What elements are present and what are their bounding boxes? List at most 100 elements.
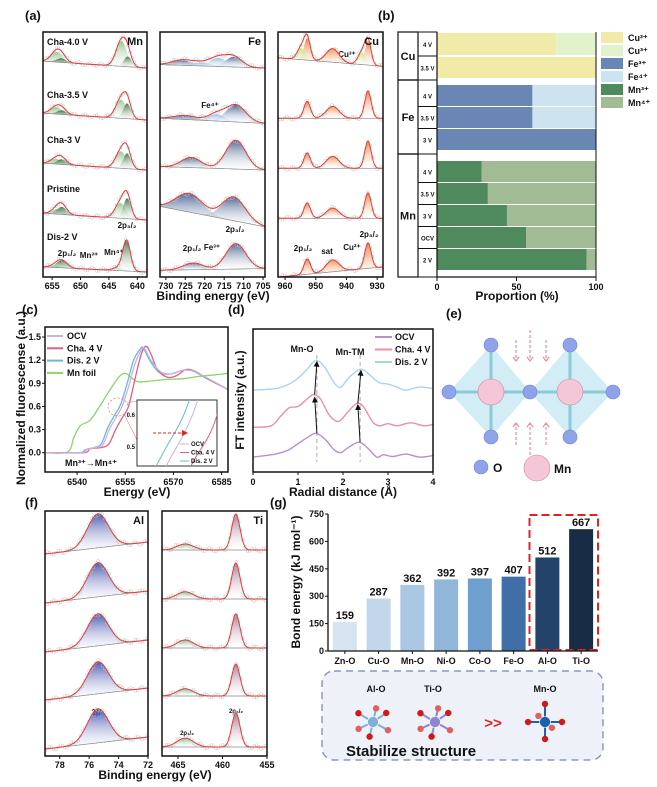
bar xyxy=(535,557,560,651)
fitted-peak xyxy=(162,664,267,696)
legend-item: OCV xyxy=(375,332,415,342)
x-tick-label: Ni-O xyxy=(437,656,456,666)
x-tick-label: 2 xyxy=(340,477,345,487)
data-point xyxy=(243,251,248,255)
xps-spectrum xyxy=(43,237,147,275)
data-point xyxy=(305,151,309,155)
oxygen-atom xyxy=(372,705,380,712)
bond-energy-bar-chart: 159 Zn-O 287 Cu-O 362 Mn-O 392 Ni-O 397 Co-O 407 Fe… xyxy=(309,509,599,666)
data-point xyxy=(185,57,189,61)
y-tick-label: 150 xyxy=(309,619,324,629)
x-tick-label: 650 xyxy=(73,281,88,291)
oxygen-atom xyxy=(535,712,542,720)
oxygen-atom xyxy=(355,725,362,733)
ti-o6-molecule xyxy=(417,705,454,740)
greater-than-symbol: >> xyxy=(484,715,502,732)
series-line-mn-foil xyxy=(45,372,228,454)
group-fe: Fe 4 V 3.5 V 3 V xyxy=(397,79,596,155)
legend-item: Cu³⁺ xyxy=(601,45,648,56)
fitted-peak xyxy=(160,243,265,271)
data-point xyxy=(221,200,225,205)
bar-segment-mn3plus xyxy=(437,227,527,248)
xps-spectrum xyxy=(162,513,267,554)
data-point xyxy=(252,546,256,550)
xps-spectrum xyxy=(278,139,383,172)
oxygen-atom xyxy=(446,726,454,734)
x-tick-label: Mn-O xyxy=(401,656,424,666)
data-point xyxy=(48,159,52,163)
data-point xyxy=(312,269,316,273)
legend-swatch xyxy=(601,71,623,82)
al-xps-panel: 78 76 74 72 Al xyxy=(44,510,153,770)
fitted-peak xyxy=(162,544,267,550)
envelope-fit xyxy=(162,663,267,697)
x-tick-label: 3 xyxy=(385,477,390,487)
envelope-fit xyxy=(278,242,383,277)
bar-fe-o: 407 Fe-O xyxy=(501,565,526,666)
oxygen-atom xyxy=(366,733,373,740)
x-tick-label: 1 xyxy=(295,477,300,487)
d-y-axis-label: FT intensity (a.u.) xyxy=(233,350,247,449)
legend-label: OCV xyxy=(67,331,87,341)
y-tick-label: 0.9 xyxy=(28,378,41,388)
y-tick-label: 0 xyxy=(319,646,324,656)
bar-row: 3.5 V xyxy=(417,55,596,81)
xps-spectrum xyxy=(45,559,148,607)
xanes-chart: 6540 6555 6570 6585 0.0 0.3 0.6 0.9 1.2 1.5 OCV Cha… xyxy=(28,326,232,487)
data-point xyxy=(205,646,209,651)
data-point xyxy=(54,259,59,263)
bar xyxy=(434,579,459,651)
sample-label: Dis-2 V xyxy=(47,232,78,242)
data-point xyxy=(261,597,265,602)
data-point xyxy=(243,206,248,210)
xps-spectrum xyxy=(160,242,265,274)
data-point xyxy=(245,744,250,748)
baseline xyxy=(160,206,265,228)
row-label: 4 V xyxy=(423,43,432,49)
data-point xyxy=(321,54,325,59)
fitted-peak xyxy=(160,114,265,124)
zoom-connector xyxy=(123,413,138,441)
data-point xyxy=(43,266,45,271)
envelope-fit xyxy=(160,192,265,227)
fitted-peak xyxy=(162,563,267,599)
sample-label: Cha-3.5 V xyxy=(47,90,88,100)
legend-swatch xyxy=(601,84,623,95)
data-point xyxy=(43,209,45,214)
envelope-fit xyxy=(160,54,265,69)
data-point xyxy=(119,93,123,98)
panel-label-b: (b) xyxy=(378,8,395,23)
x-tick-label: 0 xyxy=(434,282,439,292)
data-point xyxy=(162,546,166,550)
fitted-peak xyxy=(162,614,267,648)
c-y-axis-label: Normalized fluorescense (a.u.) xyxy=(14,311,28,485)
bar-zn-o: 159 Zn-O xyxy=(332,610,357,666)
group-label: Cu xyxy=(401,51,416,63)
xps-spectrum xyxy=(160,139,265,172)
envelope-fit xyxy=(43,36,147,69)
data-point xyxy=(105,668,109,672)
oxygen-atom xyxy=(384,726,392,734)
envelope-fit xyxy=(160,139,265,171)
fitted-peak xyxy=(43,103,147,120)
data-point xyxy=(328,207,332,211)
data-point xyxy=(255,264,259,268)
xps-spectrum xyxy=(45,707,148,753)
center-atom xyxy=(429,716,441,728)
envelope-fit xyxy=(45,562,148,604)
inset-legend-label: OCV xyxy=(191,442,204,448)
legend-label: Dis. 2 V xyxy=(395,357,428,367)
legend-label: Cu²⁺ xyxy=(628,33,648,43)
y-tick-label: 0.3 xyxy=(28,425,41,435)
x-tick-label: 4 xyxy=(430,477,435,487)
envelope-fit xyxy=(45,661,148,701)
xps-spectrum xyxy=(160,101,265,127)
annotation: sat xyxy=(321,247,333,256)
legend-oxygen-label: O xyxy=(493,461,502,475)
element-label: Mn xyxy=(127,36,143,48)
mn-o-label: Mn-O xyxy=(534,684,557,694)
group-label: Mn xyxy=(400,211,416,223)
x-tick-label: Fe-O xyxy=(503,656,524,666)
envelope-fit xyxy=(160,104,265,124)
